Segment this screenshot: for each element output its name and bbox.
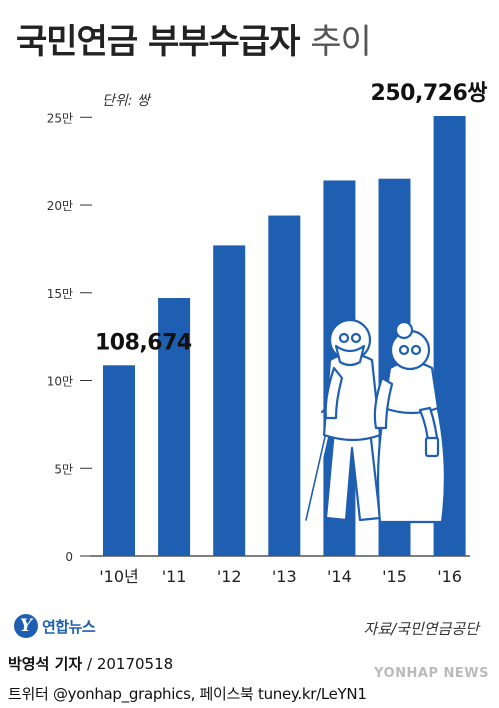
x-tick-label: '12 xyxy=(217,567,242,586)
elderly-couple-illustration xyxy=(303,318,446,524)
yonhap-logo-mark: Y xyxy=(14,614,38,638)
title-light-text: 추이 xyxy=(310,22,372,62)
source-label: 자료/국민연금공단 xyxy=(363,620,479,638)
y-tick-label: 5만 xyxy=(54,462,73,476)
bar xyxy=(268,215,301,556)
bar-chart: 0 5만 10만 15만 20만 25만 '10년 '11 '12 '13 '14 '15 '16 xyxy=(47,81,488,586)
chart-title: 국민연금 부부수급자 추이 xyxy=(16,14,372,63)
x-tick-label: '16 xyxy=(437,567,462,586)
social-links: 트위터 @yonhap_graphics, 페이스북 tuney.kr/LeYN… xyxy=(8,685,367,703)
y-tick-label: 0 xyxy=(65,550,73,564)
title-main-text: 국민연금 부부수급자 xyxy=(16,22,300,62)
x-tick-label: '13 xyxy=(272,567,297,586)
reporter-credit: 박영석 기자 / 20170518 xyxy=(8,653,173,674)
bar xyxy=(158,298,191,556)
x-tick-label: '15 xyxy=(382,567,407,586)
y-tick-label: 15만 xyxy=(47,287,73,301)
y-tick-label: 20만 xyxy=(47,199,73,213)
unit-label: 단위: 쌍 xyxy=(102,93,150,109)
x-tick-label: '11 xyxy=(162,567,187,586)
x-tick-label: '10년 xyxy=(99,567,138,586)
publish-date: / 20170518 xyxy=(82,655,174,673)
yonhap-logo-text: 연합뉴스 xyxy=(42,617,96,636)
bar xyxy=(213,245,246,557)
title-area: 국민연금 부부수급자 추이 xyxy=(0,0,499,100)
data-label: 250,726쌍 xyxy=(371,81,488,106)
data-label: 108,674 xyxy=(95,330,192,355)
y-tick-label: 10만 xyxy=(47,375,73,389)
x-tick-label: '14 xyxy=(327,567,352,586)
y-tick-label: 25만 xyxy=(47,111,73,125)
labels-layer: 108,674 250,726쌍 xyxy=(95,81,488,355)
bar xyxy=(103,365,135,556)
yonhap-logo: Y 연합뉴스 xyxy=(14,614,96,638)
reporter-name: 박영석 기자 xyxy=(8,655,83,673)
watermark: YONHAP NEWS xyxy=(374,666,489,681)
